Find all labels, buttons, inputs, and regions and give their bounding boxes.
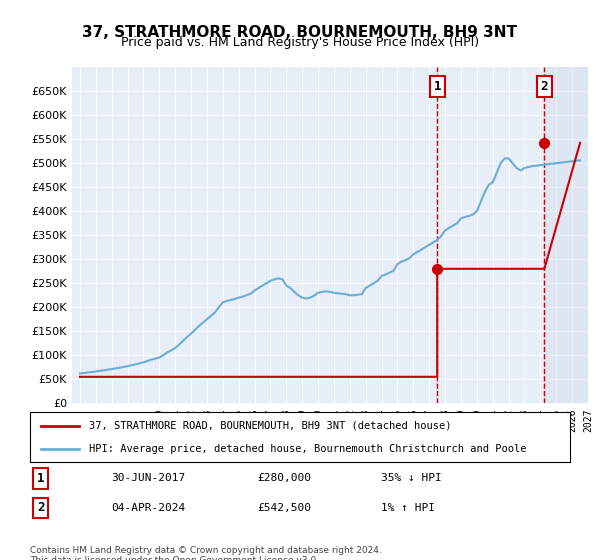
Text: £280,000: £280,000 xyxy=(257,473,311,483)
Text: HPI: Average price, detached house, Bournemouth Christchurch and Poole: HPI: Average price, detached house, Bour… xyxy=(89,445,527,454)
Text: 30-JUN-2017: 30-JUN-2017 xyxy=(111,473,185,483)
Text: 35% ↓ HPI: 35% ↓ HPI xyxy=(381,473,442,483)
Text: 37, STRATHMORE ROAD, BOURNEMOUTH, BH9 3NT: 37, STRATHMORE ROAD, BOURNEMOUTH, BH9 3N… xyxy=(83,25,517,40)
Text: Contains HM Land Registry data © Crown copyright and database right 2024.
This d: Contains HM Land Registry data © Crown c… xyxy=(30,546,382,560)
Text: 2: 2 xyxy=(37,501,44,515)
Text: 2: 2 xyxy=(541,80,548,93)
Text: 37, STRATHMORE ROAD, BOURNEMOUTH, BH9 3NT (detached house): 37, STRATHMORE ROAD, BOURNEMOUTH, BH9 3N… xyxy=(89,421,452,431)
Text: Price paid vs. HM Land Registry's House Price Index (HPI): Price paid vs. HM Land Registry's House … xyxy=(121,36,479,49)
Text: 1: 1 xyxy=(37,472,44,485)
Text: 1% ↑ HPI: 1% ↑ HPI xyxy=(381,503,435,513)
Text: 1: 1 xyxy=(433,80,441,93)
Bar xyxy=(544,67,588,403)
Text: £542,500: £542,500 xyxy=(257,503,311,513)
Text: 04-APR-2024: 04-APR-2024 xyxy=(111,503,185,513)
